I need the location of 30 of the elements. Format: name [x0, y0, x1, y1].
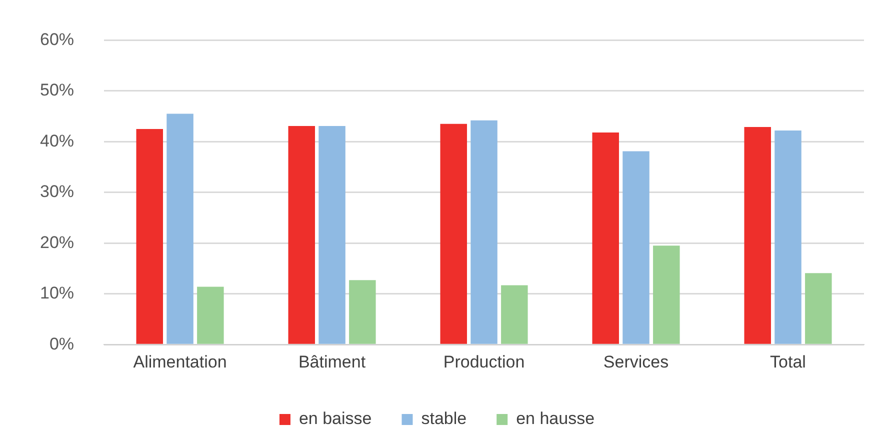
bar [470, 120, 498, 344]
y-tick-label: 0% [49, 334, 74, 354]
bar [166, 114, 194, 344]
x-tick-label: Services [603, 352, 669, 372]
bar [805, 273, 832, 344]
legend-label: stable [421, 409, 467, 428]
bar [744, 126, 771, 344]
bar [501, 285, 528, 344]
bar [592, 132, 619, 344]
bar [440, 124, 467, 344]
y-tick-label: 60% [40, 30, 74, 49]
y-tick-label: 50% [40, 80, 74, 100]
bar [136, 128, 163, 344]
bar [197, 286, 224, 344]
legend-label: en baisse [298, 409, 372, 428]
x-tick-label: Total [770, 352, 806, 372]
bar [349, 280, 376, 344]
x-tick-label: Alimentation [133, 352, 227, 372]
bar [622, 151, 650, 344]
x-tick-label: Bâtiment [298, 352, 366, 372]
bar [774, 130, 802, 344]
legend-label: en hausse [516, 409, 595, 428]
y-tick-label: 30% [40, 182, 74, 202]
y-tick-label: 40% [40, 131, 74, 150]
x-tick-label: Production [443, 352, 525, 372]
bar [653, 246, 680, 344]
bar [288, 126, 315, 344]
y-tick-label: 20% [40, 232, 74, 252]
bar [318, 126, 346, 344]
y-tick-label: 10% [40, 284, 74, 303]
